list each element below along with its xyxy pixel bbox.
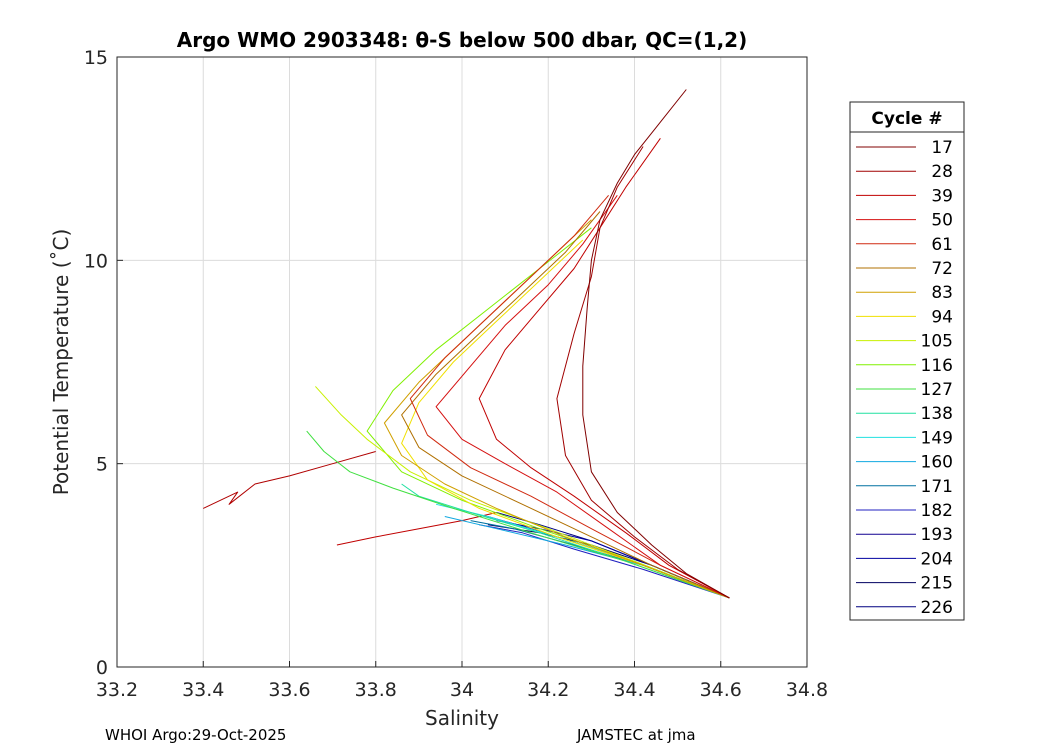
legend-label: 17 <box>931 138 953 158</box>
x-tick-label: 33.2 <box>96 679 138 701</box>
legend-label: 204 <box>921 549 953 569</box>
legend-entry-204: 204 <box>856 549 953 569</box>
y-axis-ticks: 0 5 10 15 <box>84 47 123 679</box>
x-tick-label: 33.6 <box>268 679 310 701</box>
legend: Cycle # 17283950617283941051161271381491… <box>849 101 965 621</box>
legend-entry-83: 83 <box>856 283 953 303</box>
footer-source: WHOI Argo:29-Oct-2025 <box>105 726 287 744</box>
cycle-line-127 <box>306 430 730 599</box>
legend-entries: 17 28 39 50 61 72 83 94 105 116 127 138 149 160 171 182… <box>856 138 953 618</box>
legend-label: 138 <box>921 404 953 424</box>
x-tick-label: 34.6 <box>700 679 742 701</box>
legend-entry-28: 28 <box>856 162 953 182</box>
legend-label: 215 <box>921 574 953 594</box>
x-axis-label: Salinity <box>425 706 499 730</box>
cycle-line-17 <box>582 89 730 599</box>
x-tick-label: 34 <box>450 679 474 701</box>
series-layer <box>202 89 730 599</box>
chart-title: Argo WMO 2903348: θ-S below 500 dbar, QC… <box>177 28 747 52</box>
x-tick-label: 33.8 <box>355 679 397 701</box>
legend-label: 160 <box>921 453 953 473</box>
legend-entry-193: 193 <box>856 525 953 545</box>
legend-entry-226: 226 <box>856 598 953 618</box>
legend-label: 105 <box>921 332 953 352</box>
legend-label: 83 <box>931 283 953 303</box>
cycle-line-105 <box>315 386 730 599</box>
legend-label: 149 <box>921 428 953 448</box>
x-axis-ticks: 33.2 33.4 33.6 33.8 34 34.2 34.4 34.6 34.8 <box>96 661 828 701</box>
legend-label: 171 <box>921 477 953 497</box>
legend-entry-105: 105 <box>856 332 953 352</box>
outlier-line-cold-fresh-tail <box>336 512 497 546</box>
x-tick-label: 34.4 <box>613 679 655 701</box>
legend-label: 182 <box>921 501 953 521</box>
footer-credit: JAMSTEC at jma <box>577 726 696 744</box>
cycle-line-50 <box>435 195 730 599</box>
outlier-line-warm-fresh-tail <box>202 451 376 509</box>
legend-label: 127 <box>921 380 953 400</box>
cycle-line-182 <box>479 524 730 599</box>
legend-entry-182: 182 <box>856 501 953 521</box>
legend-title: Cycle # <box>871 109 942 129</box>
legend-label: 61 <box>931 235 953 255</box>
cycle-line-61 <box>409 194 730 599</box>
legend-entry-127: 127 <box>856 380 953 400</box>
y-tick-label: 5 <box>96 454 108 476</box>
cycle-line-94 <box>401 239 730 599</box>
legend-entry-94: 94 <box>856 307 953 327</box>
legend-box <box>849 101 965 621</box>
legend-label: 193 <box>921 525 953 545</box>
legend-label: 50 <box>931 211 953 231</box>
legend-entry-116: 116 <box>856 356 953 376</box>
legend-entry-50: 50 <box>856 211 953 231</box>
legend-entry-39: 39 <box>856 186 953 206</box>
y-tick-label: 15 <box>84 47 108 69</box>
cycle-line-116 <box>366 227 730 599</box>
legend-entry-17: 17 <box>856 138 953 158</box>
x-tick-label: 33.4 <box>182 679 224 701</box>
legend-entry-61: 61 <box>856 235 953 255</box>
cycle-line-72 <box>401 211 730 599</box>
legend-label: 28 <box>931 162 953 182</box>
legend-entry-171: 171 <box>856 477 953 497</box>
y-axis-label: Potential Temperature (˚C) <box>49 229 73 496</box>
legend-label: 72 <box>931 259 953 279</box>
legend-entry-72: 72 <box>856 259 953 279</box>
legend-entry-160: 160 <box>856 453 953 473</box>
legend-entry-215: 215 <box>856 574 953 594</box>
legend-entry-138: 138 <box>856 404 953 424</box>
y-tick-label: 0 <box>96 657 108 679</box>
legend-label: 39 <box>931 186 953 206</box>
cycle-line-28 <box>556 146 730 599</box>
x-tick-label: 34.8 <box>786 679 828 701</box>
legend-label: 116 <box>921 356 953 376</box>
legend-label: 94 <box>931 307 953 327</box>
legend-label: 226 <box>921 598 953 618</box>
x-tick-label: 34.2 <box>527 679 569 701</box>
legend-entry-149: 149 <box>856 428 953 448</box>
y-tick-label: 10 <box>84 250 108 272</box>
